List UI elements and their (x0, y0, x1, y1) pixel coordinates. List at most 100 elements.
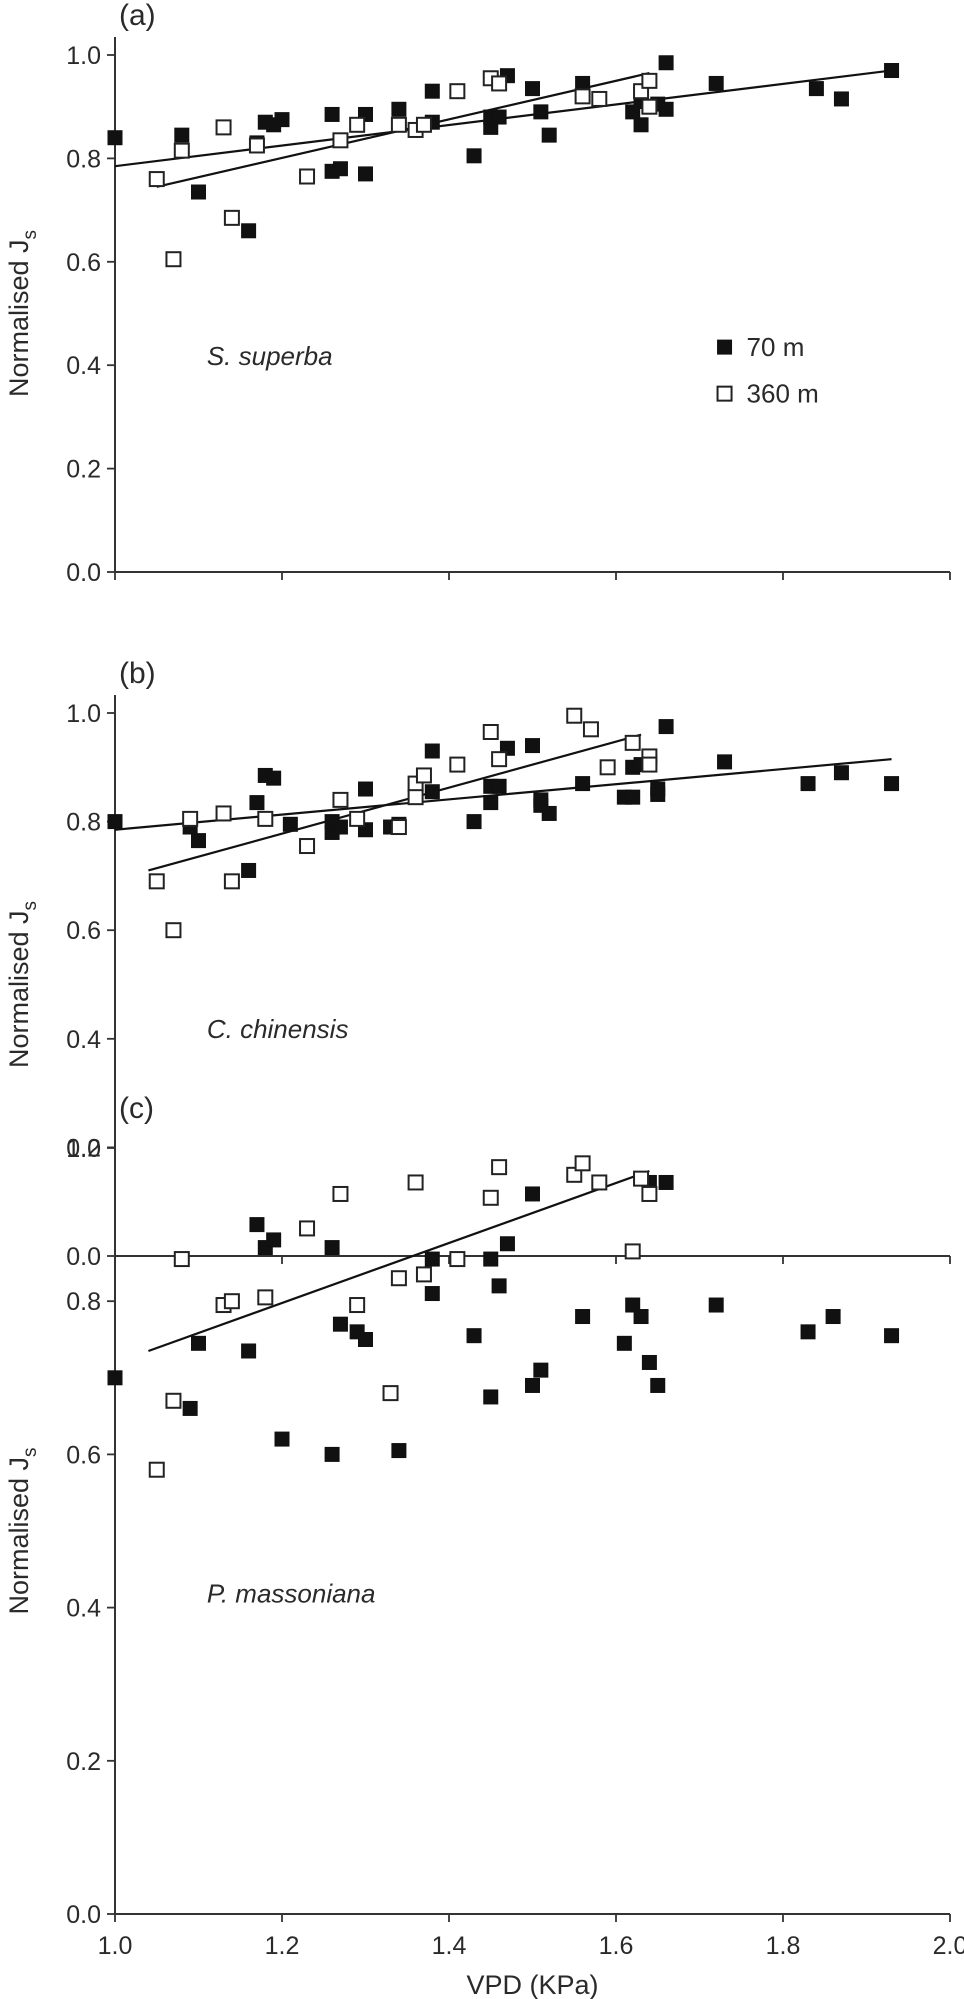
data-point-70m (332, 819, 348, 835)
data-point-360m (574, 1155, 591, 1172)
x-tick-label: 1.6 (599, 1932, 634, 1960)
data-point-70m (884, 776, 900, 792)
data-point-70m (633, 1309, 649, 1325)
data-point-70m (633, 117, 649, 133)
data-point-360m (407, 789, 424, 806)
species-label: S. superba (207, 341, 333, 371)
data-point-360m (382, 1385, 399, 1402)
y-axis-title-subscript: s (20, 1447, 41, 1457)
data-point-70m (884, 63, 900, 79)
y-tick-label: 0.4 (66, 1595, 101, 1623)
data-point-360m (407, 1174, 424, 1191)
data-point-70m (241, 1343, 257, 1359)
y-axis-title-subscript: s (20, 901, 41, 911)
data-point-70m (533, 1362, 549, 1378)
data-point-70m (575, 776, 591, 792)
y-tick-label: 0.8 (66, 1288, 101, 1316)
data-point-70m (625, 789, 641, 805)
data-point-70m (708, 1297, 724, 1313)
data-point-70m (249, 1217, 265, 1233)
data-point-70m (525, 1377, 540, 1393)
fit-line-360m (148, 733, 642, 872)
data-point-360m (173, 142, 190, 159)
data-point-360m (624, 1243, 641, 1260)
data-point-70m (833, 765, 849, 781)
species-label: C. chinensis (207, 1014, 349, 1044)
data-point-360m (248, 137, 265, 154)
data-point-360m (482, 1189, 499, 1206)
legend-label-70m: 70 m (747, 332, 805, 362)
data-point-70m (717, 754, 733, 770)
data-point-360m (491, 1159, 508, 1176)
data-point-360m (415, 767, 432, 784)
data-point-70m (833, 91, 849, 107)
data-point-70m (424, 83, 440, 99)
data-point-70m (641, 1354, 657, 1370)
data-point-70m (391, 101, 407, 117)
x-tick-label: 1.0 (98, 1932, 133, 1960)
data-point-360m (332, 1185, 349, 1202)
data-point-70m (658, 719, 674, 735)
panel-label: (b) (119, 657, 156, 690)
y-axis-title-main: Normalised J (4, 910, 34, 1068)
data-point-70m (575, 1309, 591, 1325)
legend-marker-70m (717, 339, 733, 355)
data-point-70m (324, 1446, 340, 1462)
data-point-360m (582, 721, 599, 738)
data-point-360m (148, 171, 165, 188)
y-tick-label: 0.2 (66, 1134, 101, 1162)
y-tick-label: 0.8 (66, 145, 101, 173)
data-point-70m (424, 1251, 440, 1267)
data-point-360m (165, 1392, 182, 1409)
y-axis-title-main: Normalised J (4, 1457, 34, 1615)
y-tick-label: 0.6 (66, 249, 101, 277)
data-point-70m (274, 112, 290, 128)
data-point-70m (107, 814, 123, 830)
data-point-360m (349, 1297, 366, 1314)
data-point-360m (566, 707, 583, 724)
data-point-360m (299, 168, 316, 185)
x-axis-title: VPD (KPa) (466, 1970, 598, 1999)
data-point-70m (825, 1309, 841, 1325)
data-point-360m (641, 98, 658, 115)
data-point-70m (182, 1400, 198, 1416)
legend-marker-360m (716, 385, 733, 402)
data-point-70m (266, 770, 282, 786)
data-point-360m (390, 116, 407, 133)
data-point-360m (641, 1185, 658, 1202)
data-point-360m (349, 810, 366, 827)
data-point-70m (249, 795, 265, 811)
y-tick-label: 1.0 (66, 42, 101, 70)
data-point-360m (599, 759, 616, 776)
data-point-70m (358, 1332, 373, 1347)
data-point-360m (491, 75, 508, 92)
data-point-70m (107, 1370, 123, 1386)
data-point-70m (191, 833, 206, 849)
y-tick-label: 0.6 (66, 1441, 101, 1469)
data-point-70m (491, 1278, 507, 1294)
data-point-360m (349, 116, 366, 133)
data-point-360m (641, 72, 658, 89)
data-point-70m (525, 738, 540, 754)
data-point-70m (274, 1431, 290, 1447)
legend: 70 m 360 m (716, 332, 819, 409)
data-point-360m (223, 1293, 240, 1310)
data-point-360m (449, 756, 466, 773)
fit-line-70m (114, 758, 892, 831)
data-point-70m (332, 161, 348, 177)
data-point-70m (575, 75, 591, 91)
panel-label: (a) (119, 0, 156, 32)
data-point-70m (174, 127, 190, 143)
data-point-360m (633, 1170, 650, 1187)
y-axis-title: Normalised Js (4, 901, 41, 1068)
y-axis-title-subscript: s (20, 230, 41, 240)
data-point-70m (191, 1335, 206, 1351)
species-label: P. massoniana (207, 1578, 376, 1608)
data-point-360m (165, 922, 182, 939)
data-point-70m (800, 1324, 816, 1340)
x-tick-label: 1.4 (432, 1932, 467, 1960)
data-point-360m (390, 819, 407, 836)
data-point-70m (466, 148, 482, 164)
y-tick-label: 0.0 (66, 559, 101, 587)
y-tick-label: 0.8 (66, 809, 101, 837)
